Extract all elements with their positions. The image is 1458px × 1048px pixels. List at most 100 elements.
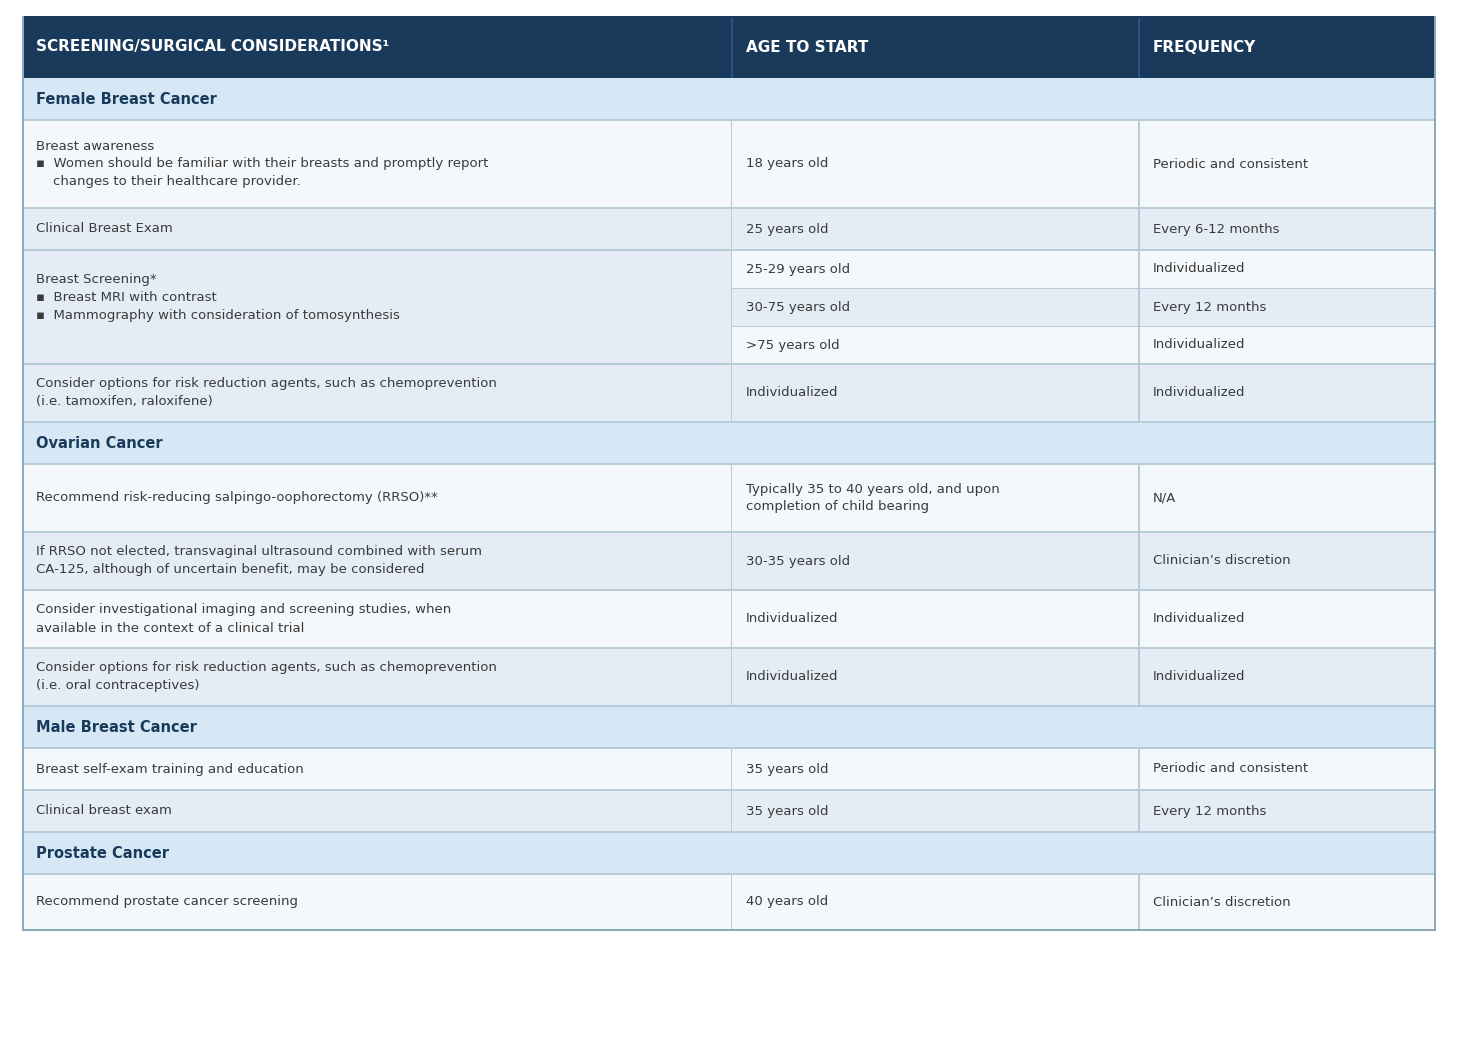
Bar xyxy=(732,748,1139,790)
Bar xyxy=(732,532,1139,590)
Text: Prostate Cancer: Prostate Cancer xyxy=(36,846,169,860)
Bar xyxy=(732,326,1139,364)
Bar xyxy=(1139,464,1436,532)
Bar xyxy=(732,648,1139,706)
Bar xyxy=(732,464,1139,532)
Text: N/A: N/A xyxy=(1153,492,1177,504)
Bar xyxy=(730,590,732,648)
Text: Every 12 months: Every 12 months xyxy=(1153,301,1267,313)
Bar xyxy=(1139,121,1140,208)
Bar xyxy=(22,929,1436,931)
Bar xyxy=(1139,532,1140,590)
Text: 25 years old: 25 years old xyxy=(746,222,828,236)
Bar xyxy=(22,873,1436,874)
Bar xyxy=(730,748,732,790)
Text: Breast awareness
▪  Women should be familiar with their breasts and promptly rep: Breast awareness ▪ Women should be famil… xyxy=(36,139,488,189)
Bar xyxy=(730,874,732,930)
Bar xyxy=(732,288,1139,326)
Text: Ovarian Cancer: Ovarian Cancer xyxy=(36,436,163,451)
Bar xyxy=(1139,590,1140,648)
Bar xyxy=(1139,748,1436,790)
Bar xyxy=(1139,250,1140,364)
Text: Consider options for risk reduction agents, such as chemoprevention
(i.e. tamoxi: Consider options for risk reduction agen… xyxy=(36,377,497,409)
Bar xyxy=(730,648,732,706)
Text: Individualized: Individualized xyxy=(1153,671,1245,683)
Bar xyxy=(22,831,1436,832)
Text: Consider investigational imaging and screening studies, when
available in the co: Consider investigational imaging and scr… xyxy=(36,604,451,634)
Text: If RRSO not elected, transvaginal ultrasound combined with serum
CA-125, althoug: If RRSO not elected, transvaginal ultras… xyxy=(36,546,483,576)
Text: 30-35 years old: 30-35 years old xyxy=(746,554,850,568)
Text: Individualized: Individualized xyxy=(1153,612,1245,626)
Text: Individualized: Individualized xyxy=(746,387,838,399)
Bar xyxy=(22,705,1436,706)
Text: Female Breast Cancer: Female Breast Cancer xyxy=(36,91,217,107)
Bar xyxy=(22,16,1436,78)
Bar xyxy=(1139,590,1436,648)
Bar xyxy=(22,532,732,590)
Text: Periodic and consistent: Periodic and consistent xyxy=(1153,763,1308,776)
Text: Every 6-12 months: Every 6-12 months xyxy=(1153,222,1280,236)
Bar xyxy=(22,647,1436,649)
Bar xyxy=(1139,250,1436,288)
Bar xyxy=(1139,121,1436,208)
Bar xyxy=(22,832,1436,874)
Bar xyxy=(1139,364,1436,422)
Bar xyxy=(732,364,1139,422)
Bar xyxy=(22,363,1436,365)
Text: Every 12 months: Every 12 months xyxy=(1153,805,1267,817)
Bar xyxy=(730,250,732,364)
Bar xyxy=(22,531,1436,532)
Bar xyxy=(22,790,732,832)
Bar xyxy=(730,464,732,532)
Bar xyxy=(22,748,732,790)
Bar xyxy=(22,119,1436,121)
Bar xyxy=(1139,532,1436,590)
Bar xyxy=(730,121,732,208)
Text: >75 years old: >75 years old xyxy=(746,339,840,351)
Text: Clinician’s discretion: Clinician’s discretion xyxy=(1153,895,1290,909)
Text: Individualized: Individualized xyxy=(746,671,838,683)
Bar xyxy=(732,208,1139,250)
Bar xyxy=(1139,16,1140,78)
Text: Breast Screening*
▪  Breast MRI with contrast
▪  Mammography with consideration : Breast Screening* ▪ Breast MRI with cont… xyxy=(36,274,399,323)
Bar xyxy=(1139,748,1140,790)
Bar xyxy=(1435,16,1436,930)
Bar xyxy=(22,78,1436,121)
Bar xyxy=(732,874,1139,930)
Bar xyxy=(730,364,732,422)
Bar xyxy=(1139,790,1436,832)
Bar xyxy=(22,208,732,250)
Bar xyxy=(1139,648,1140,706)
Bar xyxy=(22,16,1436,18)
Bar xyxy=(1139,464,1140,532)
Bar xyxy=(1139,208,1436,250)
Text: Clinical breast exam: Clinical breast exam xyxy=(36,805,172,817)
Text: Clinician’s discretion: Clinician’s discretion xyxy=(1153,554,1290,568)
Bar xyxy=(22,929,1436,931)
Bar xyxy=(22,422,1436,464)
Text: 18 years old: 18 years old xyxy=(746,157,828,171)
Text: FREQUENCY: FREQUENCY xyxy=(1153,40,1257,54)
Bar xyxy=(1139,208,1140,250)
Bar xyxy=(732,250,1139,288)
Text: Recommend risk-reducing salpingo-oophorectomy (RRSO)**: Recommend risk-reducing salpingo-oophore… xyxy=(36,492,437,504)
Bar xyxy=(22,250,732,364)
Text: 35 years old: 35 years old xyxy=(746,805,828,817)
Bar xyxy=(1139,648,1436,706)
Bar xyxy=(1139,874,1436,930)
Text: Individualized: Individualized xyxy=(1153,387,1245,399)
Bar xyxy=(22,421,1436,422)
Text: Typically 35 to 40 years old, and upon
completion of child bearing: Typically 35 to 40 years old, and upon c… xyxy=(746,483,1000,514)
Bar xyxy=(1139,874,1140,930)
Text: SCREENING/SURGICAL CONSIDERATIONS¹: SCREENING/SURGICAL CONSIDERATIONS¹ xyxy=(36,40,389,54)
Text: Individualized: Individualized xyxy=(1153,339,1245,351)
Bar xyxy=(1139,364,1140,422)
Bar xyxy=(22,16,23,930)
Bar xyxy=(22,747,1436,748)
Bar xyxy=(1139,326,1436,364)
Bar xyxy=(732,590,1139,648)
Text: 25-29 years old: 25-29 years old xyxy=(746,262,850,276)
Bar xyxy=(22,874,732,930)
Bar xyxy=(22,589,1436,590)
Bar xyxy=(22,249,1436,250)
